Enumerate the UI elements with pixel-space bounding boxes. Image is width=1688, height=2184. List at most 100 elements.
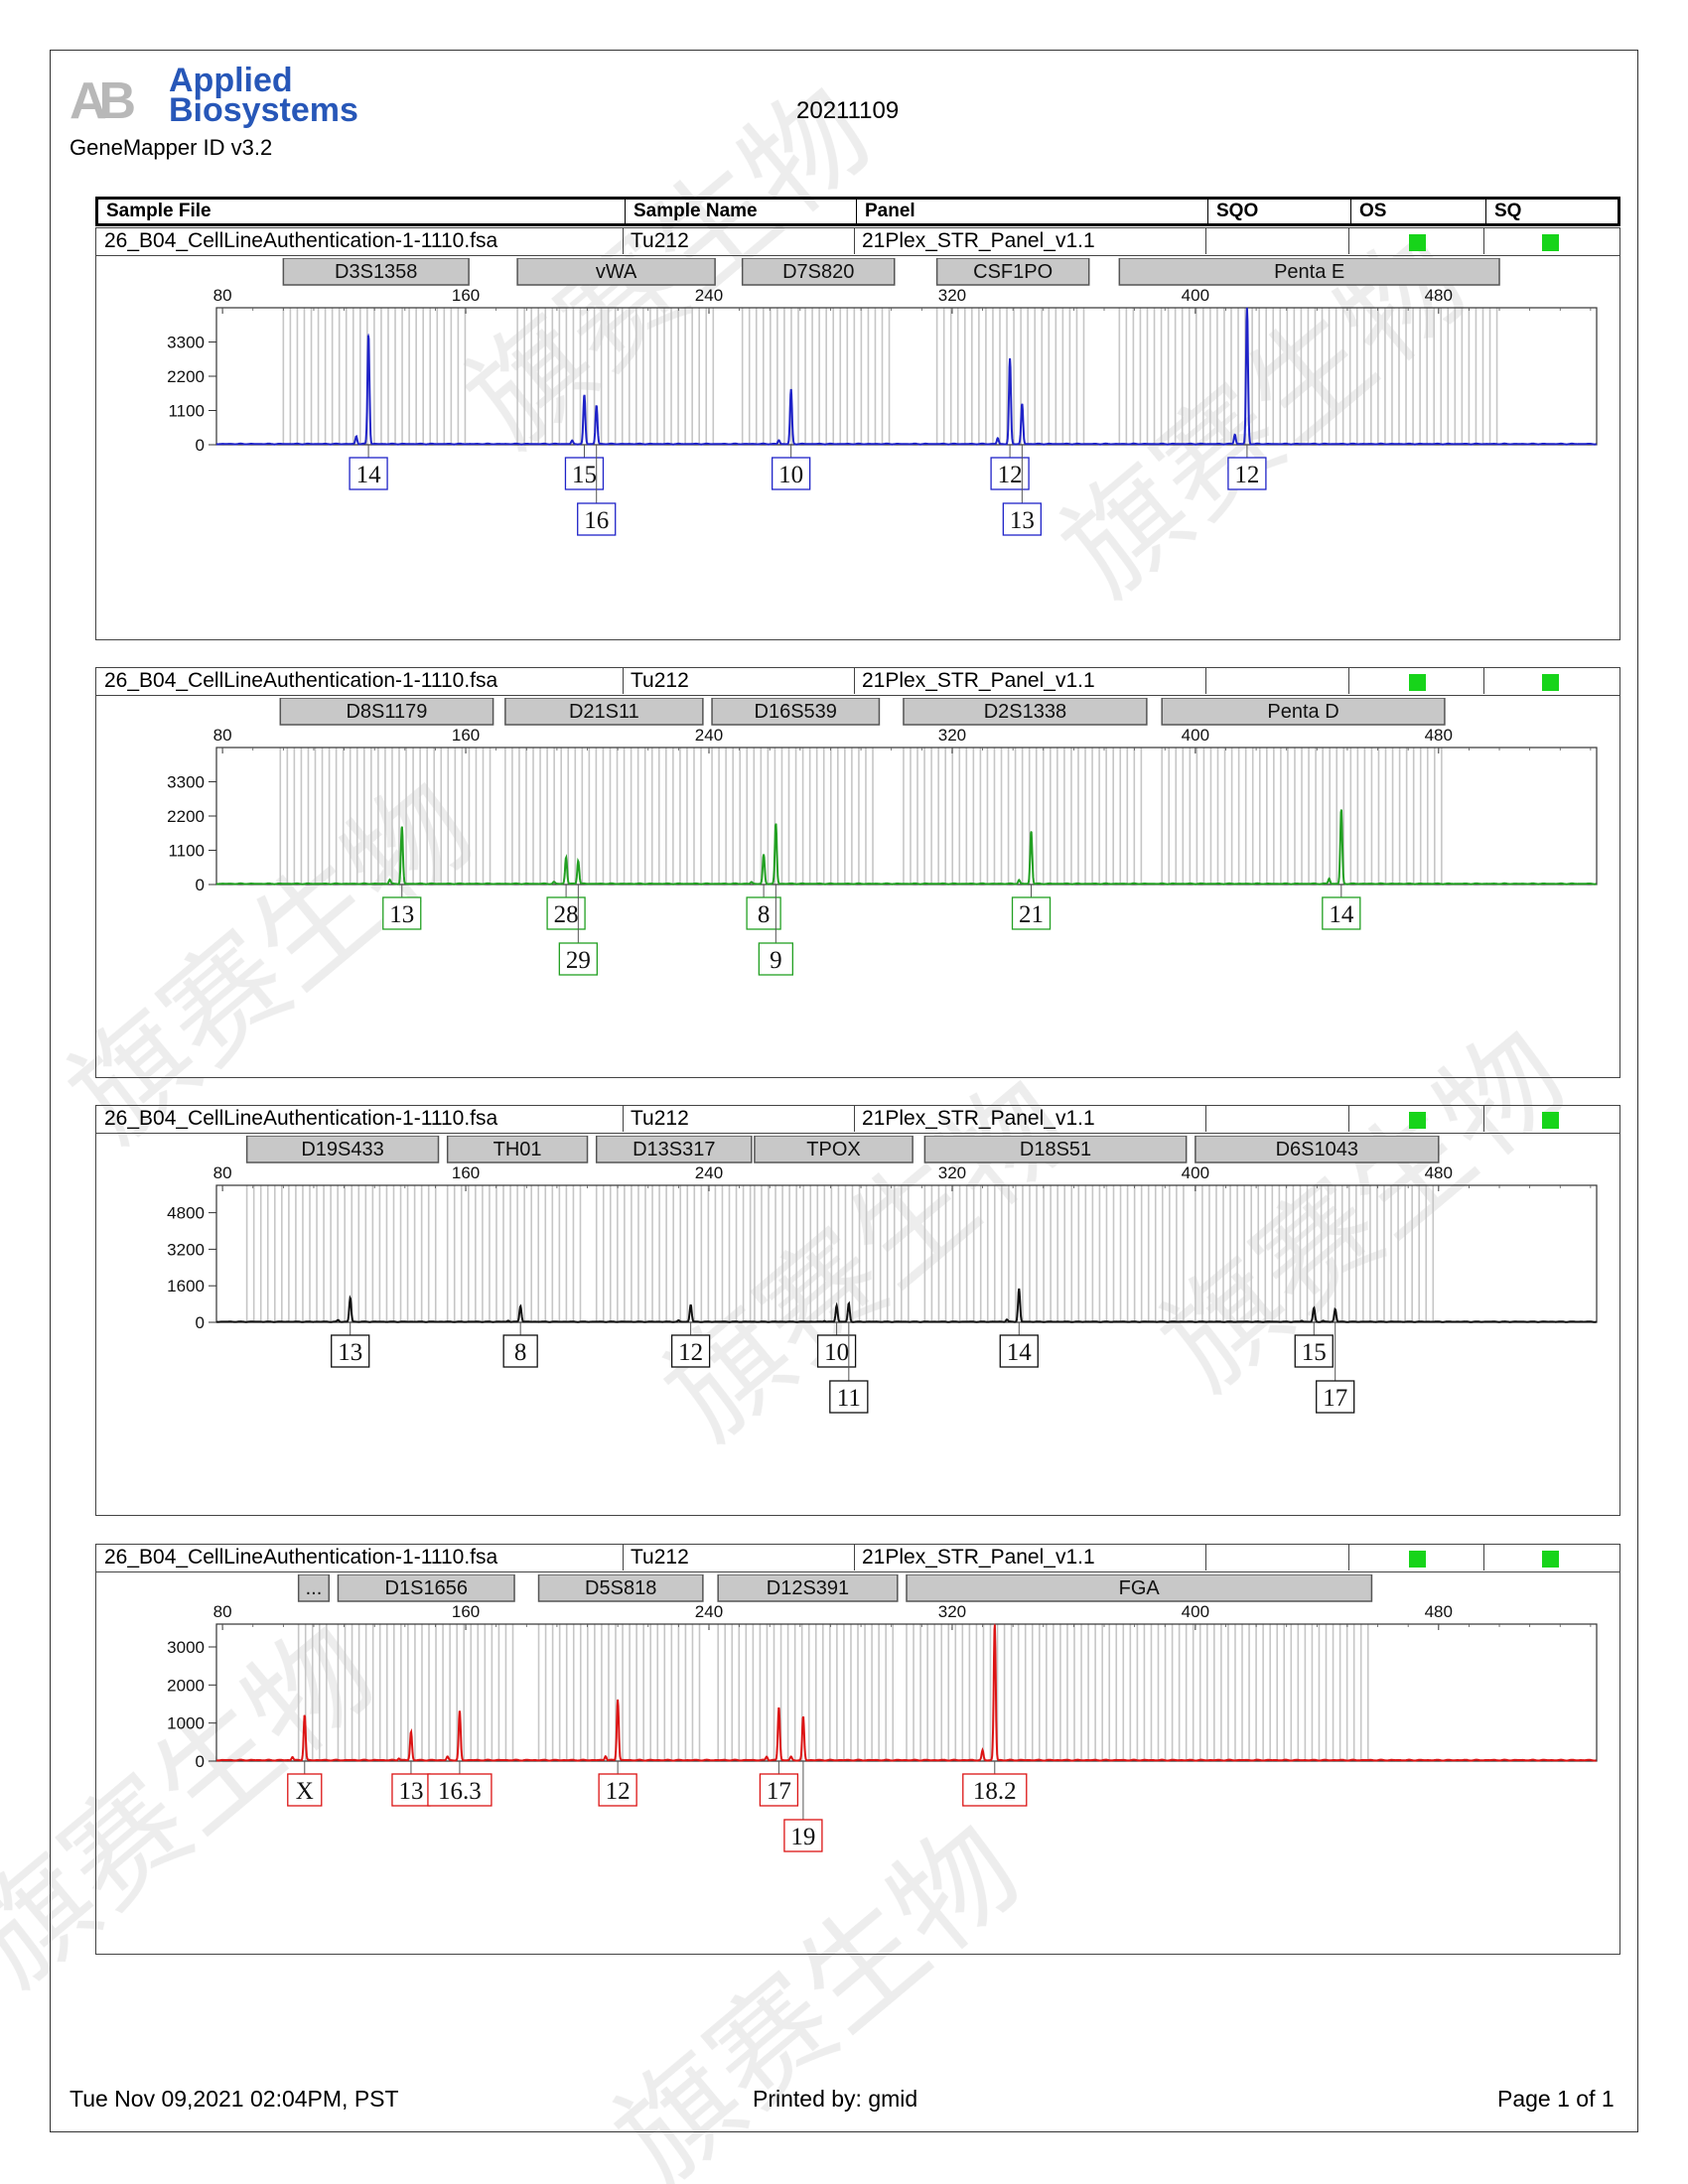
allele-call: 16.3	[427, 1761, 492, 1807]
allele-label: 17	[1323, 1385, 1347, 1412]
allele-bins	[282, 308, 1498, 445]
allele-label: 10	[824, 1339, 849, 1366]
y-tick-label: 1100	[168, 842, 205, 861]
allele-call: 12	[670, 1322, 711, 1368]
electropherogram-panel-black: 26_B04_CellLineAuthentication-1-1110.fsa…	[95, 1105, 1620, 1516]
row-divider	[1348, 1545, 1349, 1570]
allele-label: 13	[1010, 507, 1035, 534]
allele-call: 16	[577, 445, 617, 536]
locus-label: D13S317	[633, 1139, 715, 1160]
signal-trace	[216, 809, 1597, 886]
locus-box	[903, 698, 1148, 726]
peak-apex	[1018, 1289, 1020, 1291]
x-tick-label: 80	[213, 726, 232, 745]
allele-box	[331, 1334, 370, 1368]
locus-box	[537, 1574, 704, 1602]
locus-box	[245, 1136, 440, 1163]
row-divider	[854, 668, 855, 694]
allele-call: 28	[546, 885, 586, 930]
signal-trace	[216, 307, 1597, 446]
y-tick-label: 4800	[167, 1204, 205, 1223]
allele-box	[382, 896, 422, 930]
row-divider	[854, 228, 855, 254]
allele-box	[558, 942, 598, 976]
allele-label: 9	[770, 947, 782, 974]
x-tick-label: 160	[452, 1163, 480, 1182]
y-tick-label: 1000	[167, 1714, 205, 1733]
locus-marker: TPOX	[754, 1136, 914, 1163]
allele-box	[287, 1773, 323, 1807]
allele-label: 12	[998, 462, 1023, 488]
allele-call: 29	[558, 885, 598, 976]
y-tick-label: 3200	[167, 1240, 205, 1259]
x-tick-label: 320	[938, 726, 966, 745]
allele-call: 15	[564, 445, 605, 490]
allele-box	[746, 896, 781, 930]
allele-label: 12	[678, 1339, 703, 1366]
row-divider	[1348, 1106, 1349, 1132]
allele-call: 12	[1227, 445, 1267, 490]
row-divider	[854, 1545, 855, 1570]
locus-label: vWA	[596, 261, 637, 283]
x-tick-label: 160	[452, 286, 480, 305]
allele-call: 17	[759, 1761, 799, 1807]
locus-box	[337, 1574, 515, 1602]
plot-frame	[215, 1184, 1598, 1323]
col-sq: SQ	[1485, 200, 1618, 223]
plot-frame	[215, 747, 1598, 886]
allele-call: 14	[349, 445, 388, 490]
sample-name: Tu212	[631, 1546, 689, 1569]
allele-call: 12	[990, 445, 1030, 490]
signal-trace	[216, 1624, 1597, 1762]
row-divider	[1348, 228, 1349, 254]
peak-apex	[994, 1623, 996, 1625]
allele-box	[758, 942, 793, 976]
x-tick-label: 240	[695, 286, 723, 305]
peak-apex	[596, 405, 598, 407]
peak-apex	[848, 1303, 850, 1305]
row-divider	[1205, 228, 1206, 254]
allele-label: 12	[606, 1778, 631, 1805]
locus-label: D8S1179	[346, 701, 427, 723]
y-tick-label: 3000	[167, 1638, 205, 1657]
row-divider	[623, 668, 624, 694]
locus-label: D16S539	[755, 701, 837, 723]
allele-label: 21	[1019, 901, 1044, 928]
allele-label: 14	[1329, 901, 1354, 928]
locus-marker: D16S539	[711, 698, 881, 726]
allele-label: 18.2	[973, 1778, 1017, 1805]
locus-marker: D1S1656	[337, 1574, 515, 1602]
allele-box	[349, 457, 388, 490]
allele-call: 10	[816, 1322, 857, 1368]
locus-label: D12S391	[767, 1577, 849, 1599]
allele-bins	[279, 748, 1443, 885]
col-os: OS	[1350, 200, 1485, 223]
allele-label: 17	[767, 1778, 791, 1805]
sq-quality-indicator	[1542, 234, 1559, 251]
sq-quality-indicator	[1542, 674, 1559, 691]
peak-apex	[690, 1304, 692, 1306]
locus-box	[923, 1136, 1188, 1163]
sample-panel: 21Plex_STR_Panel_v1.1	[862, 1107, 1095, 1130]
signal-trace	[216, 1288, 1597, 1323]
sample-file: 26_B04_CellLineAuthentication-1-1110.fsa	[104, 669, 498, 692]
locus-marker: D8S1179	[279, 698, 494, 726]
peak-apex	[617, 1700, 619, 1702]
x-tick-label: 480	[1425, 1602, 1453, 1621]
locus-box	[595, 1136, 753, 1163]
allele-box	[1011, 896, 1052, 930]
allele-bins	[297, 1624, 1369, 1761]
peak-apex	[401, 826, 403, 828]
software-version: GeneMapper ID v3.2	[70, 135, 273, 160]
locus-box	[1118, 258, 1500, 286]
allele-label: 14	[1007, 1339, 1033, 1366]
locus-marker: D13S317	[595, 1136, 753, 1163]
y-tick-label: 0	[196, 1752, 205, 1771]
allele-label: 15	[572, 462, 597, 488]
allele-call: 21	[1011, 885, 1052, 930]
locus-label: D3S1358	[335, 261, 417, 283]
allele-box	[999, 1334, 1039, 1368]
electropherogram-chart: ... D1S1656 D5S818 D12S391 FGA 80 160 240 320 400…	[167, 1574, 1598, 1852]
locus-marker: ...	[297, 1574, 331, 1602]
